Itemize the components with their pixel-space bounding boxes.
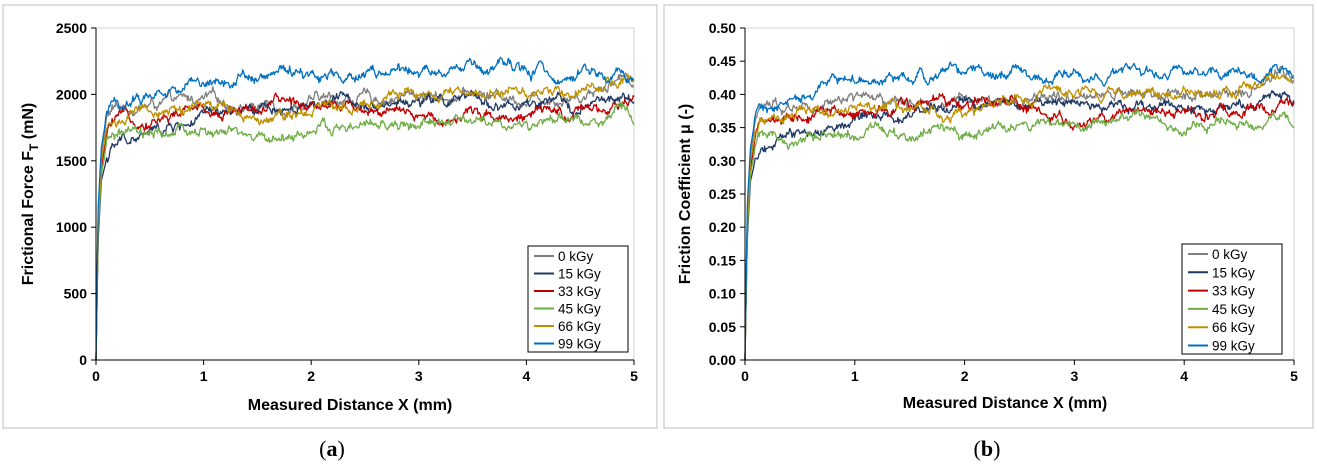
panel-a-x-tick-label: 2 <box>307 368 315 384</box>
panel-a-y-tick-label: 2500 <box>56 20 87 36</box>
panel-b-series <box>744 61 1295 361</box>
panel-a-x-tick-label: 1 <box>200 368 208 384</box>
panel-b-y-tick-label: 0.30 <box>709 153 736 169</box>
panel-a-series <box>95 56 635 361</box>
panel-a-y-tick-label: 1000 <box>56 219 87 235</box>
panel-a-series-line-0-kgy <box>95 72 635 361</box>
panel-b-x-axis-title: Measured Distance X (mm) <box>903 395 1108 412</box>
panel-a-axes <box>95 28 634 361</box>
panel-a-y-tick-label: 1500 <box>56 153 87 169</box>
panel-b-series-line-99-kgy <box>744 61 1295 361</box>
panel-a-x-tick-label: 4 <box>523 368 531 384</box>
panel-a-legend-label: 33 kGy <box>558 284 601 299</box>
panel-b-y-tick-label: 0.10 <box>709 286 736 302</box>
panel-b-x-tick-label: 2 <box>961 368 969 384</box>
panel-b-x-tick-label: 0 <box>741 368 749 384</box>
panel-a-x-tick-label: 3 <box>415 368 423 384</box>
panel-a-legend-label: 99 kGy <box>558 337 601 352</box>
panel-b-y-tick-label: 0.25 <box>709 186 736 202</box>
panel-b-y-tick-label: 0.05 <box>709 319 736 335</box>
panel-b-series-line-15-kgy <box>744 89 1295 361</box>
panel-a-y-tick-label: 500 <box>64 286 88 302</box>
panel-a-caption: (a) <box>319 436 345 461</box>
panel-b-y-tick-label: 0.00 <box>709 352 736 368</box>
panel-a: 0 1 2 3 4 5 0 500 1000 1500 2000 2500 Measured Dis… <box>2 4 658 461</box>
panel-a-x-axis-title: Measured Distance X (mm) <box>248 397 453 414</box>
panel-b-series-line-45-kgy <box>744 108 1295 361</box>
panel-b-series-line-66-kgy <box>744 73 1295 361</box>
panel-b-x-ticks: 0 1 2 3 4 5 <box>741 360 1298 384</box>
panel-b-y-tick-label: 0.15 <box>709 252 736 268</box>
panel-a-legend-label: 15 kGy <box>558 267 601 282</box>
panel-b-legend-label: 0 kGy <box>1212 247 1248 262</box>
panel-b-y-tick-label: 0.45 <box>709 53 736 69</box>
panel-b-y-tick-label: 0.35 <box>709 120 736 136</box>
panel-b-legend-box <box>1181 243 1283 355</box>
panel-b-x-tick-label: 4 <box>1180 368 1188 384</box>
panel-a-y-axis-title-main: Frictional Force F <box>20 151 37 285</box>
panel-a-series-line-45-kgy <box>95 101 635 361</box>
panel-a-y-tick-label: 0 <box>79 352 87 368</box>
panel-a-x-tick-label: 5 <box>630 368 638 384</box>
panel-b-y-axis-title: Friction Coefficient μ (-) <box>677 104 694 284</box>
panel-a-legend-label: 45 kGy <box>558 302 601 317</box>
panel-a-y-axis-title-unit: (mN) <box>20 103 37 144</box>
panel-b-y-ticks: 0.00 0.05 0.10 0.15 0.20 0.25 0.30 0.35 0.40 0.45… <box>709 20 745 368</box>
panel-a-legend: 0 kGy 15 kGy 33 kGy 45 kGy 66 kGy 99 kGy <box>527 245 629 353</box>
panel-a-series-line-15-kgy <box>95 89 635 361</box>
panel-a-x-tick-label: 0 <box>92 368 100 384</box>
panel-a-legend-box <box>527 245 629 353</box>
panel-a-y-axis-title: Frictional Force FT (mN) <box>20 103 41 285</box>
panel-b-legend-label: 33 kGy <box>1212 284 1255 299</box>
panel-b-y-tick-label: 0.40 <box>709 86 736 102</box>
panel-a-series-line-99-kgy <box>95 56 635 361</box>
panel-a-series-line-33-kgy <box>95 92 635 361</box>
panel-a-y-ticks: 0 500 1000 1500 2000 2500 <box>56 20 96 368</box>
panel-b-y-tick-label: 0.20 <box>709 219 736 235</box>
panel-a-legend-label: 66 kGy <box>558 319 601 334</box>
panel-b-legend-label: 99 kGy <box>1212 339 1255 354</box>
panel-b-legend: 0 kGy 15 kGy 33 kGy 45 kGy 66 kGy 99 kGy <box>1181 243 1283 355</box>
panel-a-series-line-66-kgy <box>95 73 635 361</box>
panel-b-legend-label: 15 kGy <box>1212 265 1255 280</box>
panel-b-legend-label: 66 kGy <box>1212 320 1255 335</box>
panel-b-x-tick-label: 5 <box>1290 368 1298 384</box>
panel-b-x-tick-label: 3 <box>1071 368 1079 384</box>
panel-a-y-axis-title-subscript: T <box>27 143 41 151</box>
panel-a-x-ticks: 0 1 2 3 4 5 <box>92 360 638 384</box>
panel-b-caption: (b) <box>974 436 1001 461</box>
panel-a-legend-label: 0 kGy <box>558 249 594 264</box>
panel-b-legend-label: 45 kGy <box>1212 302 1255 317</box>
panel-b-y-tick-label: 0.50 <box>709 20 736 36</box>
panel-a-y-tick-label: 2000 <box>56 86 87 102</box>
panel-b-x-tick-label: 1 <box>851 368 859 384</box>
